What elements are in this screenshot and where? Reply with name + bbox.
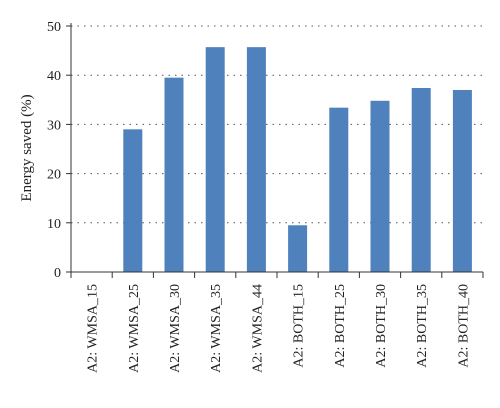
x-category-label: A2: WMSA_35	[209, 284, 224, 373]
x-category-label: A2: BOTH_15	[292, 284, 307, 368]
y-tick-label: 40	[47, 69, 61, 84]
y-tick-label: 50	[47, 20, 61, 35]
bar	[452, 89, 472, 273]
x-category-label: A2: BOTH_35	[415, 284, 430, 368]
x-category-label: A2: BOTH_25	[333, 284, 348, 368]
bar	[164, 77, 184, 272]
y-tick-label: 30	[47, 118, 61, 133]
x-category-label: A2: WMSA_44	[250, 284, 265, 373]
y-tick-label: 0	[54, 266, 61, 281]
bar	[411, 87, 431, 272]
x-category-label: A2: WMSA_30	[168, 284, 183, 373]
x-category-label: A2: WMSA_15	[86, 284, 101, 373]
bar	[370, 100, 390, 272]
y-tick-label: 10	[47, 217, 61, 232]
x-category-label: A2: WMSA_25	[127, 284, 142, 373]
x-category-label: A2: BOTH_30	[374, 284, 389, 368]
axes	[66, 23, 484, 278]
bar	[288, 225, 308, 272]
x-category-label: A2: BOTH_40	[456, 284, 471, 368]
y-axis-title: Energy saved (%)	[19, 94, 35, 201]
bar	[329, 107, 349, 272]
y-tick-label: 20	[47, 168, 61, 183]
labels: 0 10 20 30 40 50 A2: WMSA_15 A2: WMSA_25 A2: WMS…	[47, 20, 471, 373]
bar	[123, 129, 143, 272]
bar	[246, 47, 266, 272]
bars	[123, 47, 472, 273]
bar	[205, 47, 225, 272]
